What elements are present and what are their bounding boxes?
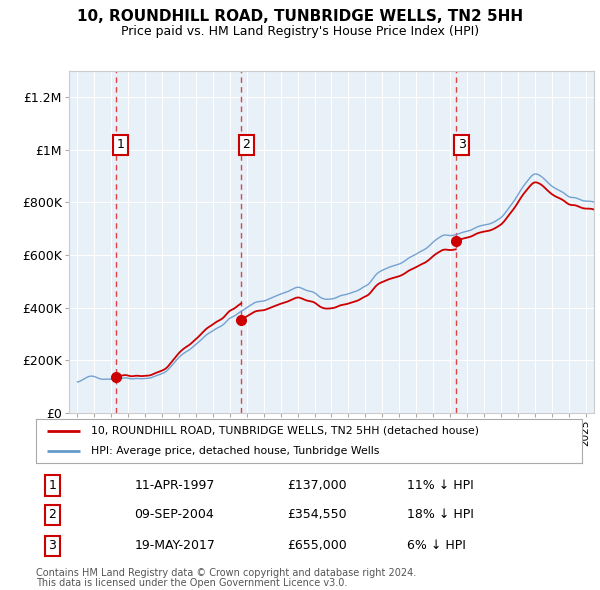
Text: 1: 1 [49, 479, 56, 492]
Text: HPI: Average price, detached house, Tunbridge Wells: HPI: Average price, detached house, Tunb… [91, 446, 379, 456]
Text: 6% ↓ HPI: 6% ↓ HPI [407, 539, 466, 552]
Text: Contains HM Land Registry data © Crown copyright and database right 2024.: Contains HM Land Registry data © Crown c… [36, 568, 416, 578]
Text: 3: 3 [458, 138, 466, 151]
Text: 10, ROUNDHILL ROAD, TUNBRIDGE WELLS, TN2 5HH (detached house): 10, ROUNDHILL ROAD, TUNBRIDGE WELLS, TN2… [91, 426, 479, 436]
Text: 2: 2 [242, 138, 250, 151]
Text: £655,000: £655,000 [287, 539, 347, 552]
Text: 2: 2 [49, 508, 56, 522]
Text: 18% ↓ HPI: 18% ↓ HPI [407, 508, 474, 522]
Text: 19-MAY-2017: 19-MAY-2017 [134, 539, 215, 552]
Text: 11-APR-1997: 11-APR-1997 [134, 479, 215, 492]
Text: 10, ROUNDHILL ROAD, TUNBRIDGE WELLS, TN2 5HH: 10, ROUNDHILL ROAD, TUNBRIDGE WELLS, TN2… [77, 9, 523, 24]
Text: £354,550: £354,550 [287, 508, 347, 522]
Text: 1: 1 [117, 138, 125, 151]
Text: 11% ↓ HPI: 11% ↓ HPI [407, 479, 474, 492]
Text: Price paid vs. HM Land Registry's House Price Index (HPI): Price paid vs. HM Land Registry's House … [121, 25, 479, 38]
Text: This data is licensed under the Open Government Licence v3.0.: This data is licensed under the Open Gov… [36, 578, 347, 588]
Text: 3: 3 [49, 539, 56, 552]
Text: 09-SEP-2004: 09-SEP-2004 [134, 508, 214, 522]
Text: £137,000: £137,000 [287, 479, 347, 492]
